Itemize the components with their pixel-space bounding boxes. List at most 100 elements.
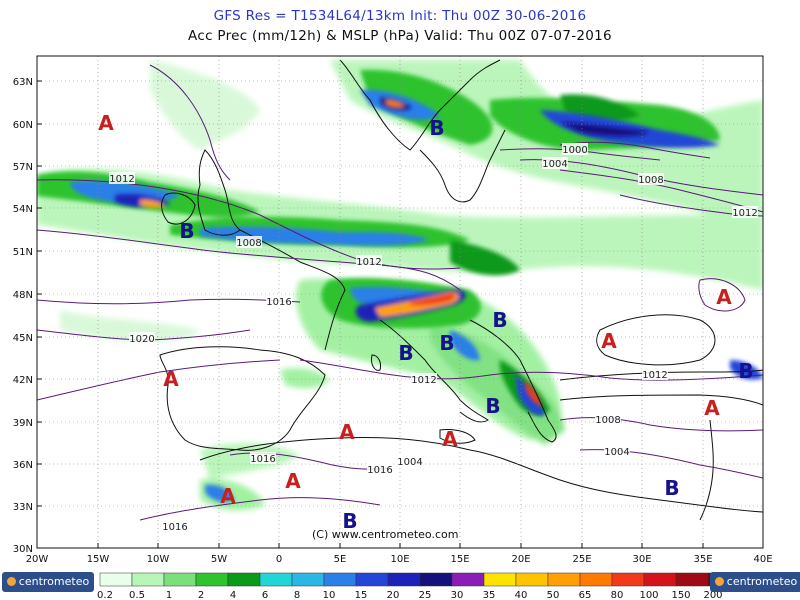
legend-label: 35 xyxy=(483,590,496,600)
legend-color-swatch xyxy=(355,572,389,587)
legend-label: 40 xyxy=(515,590,528,600)
longitude-label: 20W xyxy=(26,554,49,565)
legend-color-swatch xyxy=(259,572,293,587)
low-pressure-marker: B xyxy=(738,359,753,383)
logo-left-text: centrometeo xyxy=(18,575,90,588)
svg-text:1020: 1020 xyxy=(129,334,154,345)
svg-text:1012: 1012 xyxy=(642,370,667,381)
precipitation-legend: 0.2 0.5 1 2 4 6 8 10 15 20 25 30 35 40 50 65 80 100 150 200 xyxy=(97,572,750,600)
isobar-label: 1008 xyxy=(236,236,262,249)
latitude-label: 42N xyxy=(13,375,33,386)
legend-color-swatch xyxy=(579,572,613,587)
longitude-label: 35E xyxy=(693,554,712,565)
legend-label: 4 xyxy=(230,590,236,600)
high-pressure-marker: A xyxy=(601,329,617,353)
legend-color-swatch xyxy=(611,572,645,587)
longitude-label: 5W xyxy=(211,554,227,565)
legend-label: 200 xyxy=(703,590,722,600)
legend-label: 65 xyxy=(579,590,592,600)
legend-label: 15 xyxy=(355,590,368,600)
coastlines xyxy=(159,59,763,521)
legend-label: 0.5 xyxy=(129,590,145,600)
legend-color-swatch xyxy=(291,572,325,587)
legend-label: 30 xyxy=(451,590,464,600)
legend-label: 6 xyxy=(262,590,268,600)
legend-color-swatch xyxy=(387,572,421,587)
low-pressure-marker: B xyxy=(492,308,507,332)
centrometeo-logo-left: centrometeo xyxy=(2,572,94,592)
longitude-label: 40E xyxy=(753,554,772,565)
isobar-labels: 1012 1008 1012 1016 1020 1016 1016 1016 1012 1012… xyxy=(109,143,758,533)
legend-color-swatch xyxy=(547,572,581,587)
legend-color-swatch xyxy=(227,572,261,587)
legend-color-swatch xyxy=(99,572,133,587)
latitude-label: 63N xyxy=(13,77,33,88)
latitude-labels: 63N 60N 57N 54N 51N 48N 45N 42N 39N 36N 33N 30N xyxy=(13,77,42,555)
svg-text:1008: 1008 xyxy=(236,238,261,249)
legend-color-swatch xyxy=(451,572,485,587)
latitude-label: 30N xyxy=(13,544,33,555)
svg-text:1016: 1016 xyxy=(367,465,392,476)
legend-color-swatch xyxy=(323,572,357,587)
isobar-label: 1008 xyxy=(638,173,664,186)
isobars xyxy=(37,64,763,521)
isobar-label: 1000 xyxy=(562,143,588,156)
legend-color-swatch xyxy=(131,572,165,587)
svg-text:1000: 1000 xyxy=(562,145,587,156)
legend-label: 100 xyxy=(639,590,658,600)
low-pressure-marker: B xyxy=(485,394,500,418)
svg-text:1012: 1012 xyxy=(732,208,757,219)
legend-label: 25 xyxy=(419,590,432,600)
longitude-labels: 20W 15W 10W 5W 0 5E 10E 15E 20E 25E 30E 35E 40E xyxy=(26,543,773,565)
longitude-label: 15W xyxy=(87,554,110,565)
isobar-label: 1004 xyxy=(604,445,630,458)
logo-right-text: centrometeo xyxy=(726,575,798,588)
latitude-label: 51N xyxy=(13,247,33,258)
latitude-label: 54N xyxy=(13,204,33,215)
isobar-label: 1012 xyxy=(109,172,135,185)
legend-color-swatch xyxy=(195,572,229,587)
isobar-label: 1012 xyxy=(356,255,382,268)
svg-text:1012: 1012 xyxy=(109,174,134,185)
high-pressure-marker: A xyxy=(339,420,355,444)
longitude-label: 10W xyxy=(147,554,170,565)
precipitation-field xyxy=(37,60,763,511)
high-pressure-marker: A xyxy=(704,396,720,420)
legend-label: 80 xyxy=(611,590,624,600)
graticule xyxy=(37,56,763,548)
isobar-label: 1004 xyxy=(542,157,568,170)
high-pressure-marker: A xyxy=(716,285,732,309)
latitude-label: 48N xyxy=(13,290,33,301)
legend-label: 150 xyxy=(671,590,690,600)
isobar-label: 1016 xyxy=(266,295,292,308)
isobar-label: 1020 xyxy=(129,332,155,345)
svg-text:1008: 1008 xyxy=(595,415,620,426)
svg-text:1008: 1008 xyxy=(638,175,663,186)
legend-color-swatch xyxy=(675,572,709,587)
legend-color-swatch xyxy=(163,572,197,587)
logo-dot-icon xyxy=(6,577,16,586)
latitude-label: 39N xyxy=(13,418,33,429)
isobar-label: 1016 xyxy=(367,463,393,476)
longitude-label: 10E xyxy=(390,554,409,565)
svg-text:1016: 1016 xyxy=(162,522,187,533)
high-pressure-marker: A xyxy=(220,484,236,508)
legend-label: 2 xyxy=(198,590,204,600)
legend-label: 0.2 xyxy=(97,590,113,600)
longitude-label: 5E xyxy=(334,554,347,565)
svg-text:1016: 1016 xyxy=(250,454,275,465)
legend-label: 50 xyxy=(547,590,560,600)
copyright-text: (C) www.centrometeo.com xyxy=(312,528,458,541)
svg-text:1016: 1016 xyxy=(266,297,291,308)
legend-label: 20 xyxy=(387,590,400,600)
high-pressure-marker: A xyxy=(285,469,301,493)
forecast-map: 63N 60N 57N 54N 51N 48N 45N 42N 39N 36N 33N 30N 20W… xyxy=(13,55,773,565)
longitude-label: 20E xyxy=(511,554,530,565)
low-pressure-marker: B xyxy=(342,509,357,533)
svg-text:1012: 1012 xyxy=(356,257,381,268)
latitude-label: 33N xyxy=(13,502,33,513)
legend-label: 1 xyxy=(166,590,172,600)
latitude-label: 36N xyxy=(13,460,33,471)
